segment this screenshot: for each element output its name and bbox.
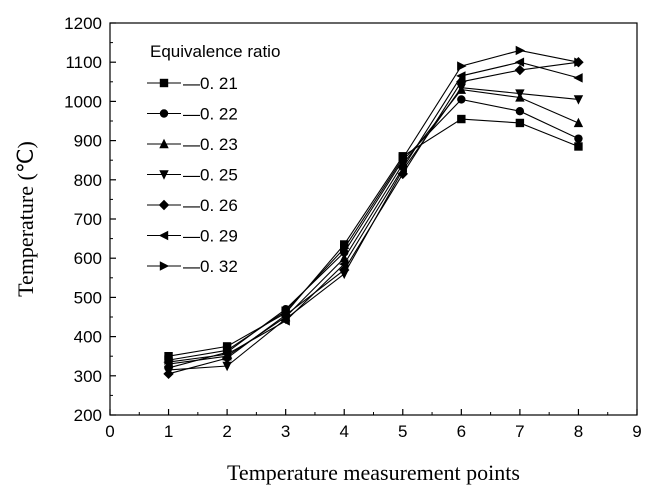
data-point-square-marker [574, 142, 583, 151]
legend-triangle-up-marker [159, 138, 169, 149]
series-7 [164, 45, 584, 365]
legend-item: —0. 32 [147, 257, 238, 276]
x-axis-title: Temperature measurement points [227, 460, 520, 485]
data-point-triangle-right-marker [574, 57, 584, 67]
data-point-triangle-left-marker [514, 57, 525, 67]
series-line [168, 61, 579, 363]
y-tick-label: 1100 [65, 53, 102, 72]
data-point-square-marker [515, 118, 525, 128]
legend-triangle-left-marker [158, 230, 169, 241]
series-layer [163, 45, 584, 380]
x-tick-label: 1 [164, 422, 173, 441]
data-point-diamond-marker [514, 64, 526, 76]
legend-item: —0. 23 [147, 135, 238, 154]
data-point-triangle-down-marker [222, 361, 232, 372]
legend-item: —0. 25 [147, 166, 238, 185]
data-point-triangle-right-marker [515, 45, 526, 56]
legend-square-marker [159, 78, 169, 88]
x-axis-ticks: 0 1 2 3 4 5 6 7 8 9 [105, 409, 642, 441]
x-tick-label: 3 [281, 422, 290, 441]
data-point-triangle-right-marker [457, 61, 467, 71]
legend-circle-marker [159, 109, 169, 118]
x-tick-label: 6 [457, 422, 466, 441]
data-point-triangle-down-marker [515, 89, 525, 99]
y-tick-label: 900 [74, 132, 102, 151]
data-point-triangle-right-marker [222, 345, 233, 356]
y-tick-label: 1200 [64, 14, 102, 33]
data-point-triangle-right-marker [340, 243, 350, 254]
x-tick-label: 7 [515, 422, 524, 441]
x-tick-label: 5 [398, 422, 407, 441]
legend-label: —0. 25 [183, 166, 238, 185]
x-tick-label: 2 [222, 422, 231, 441]
legend-item: —0. 26 [147, 196, 238, 215]
data-point-triangle-left-marker [397, 163, 407, 173]
x-tick-label: 9 [632, 422, 641, 441]
data-point-triangle-up-marker [573, 117, 584, 128]
legend-label: —0. 26 [183, 196, 238, 215]
data-point-triangle-left-marker [573, 73, 583, 83]
legend-triangle-right-marker [159, 261, 170, 271]
data-point-triangle-left-marker [339, 259, 349, 269]
data-point-circle-marker [515, 107, 525, 116]
legend-item: —0. 21 [147, 74, 238, 93]
y-tick-label: 200 [74, 406, 102, 425]
series-line [168, 98, 579, 369]
legend-triangle-down-marker [159, 170, 169, 180]
data-point-triangle-right-marker [164, 355, 174, 365]
x-tick-label: 0 [105, 422, 114, 441]
legend-diamond-marker [158, 199, 170, 211]
series-line [168, 61, 579, 375]
data-point-square-marker [340, 240, 349, 249]
legend-label: —0. 22 [183, 105, 238, 124]
x-tick-label: 4 [339, 422, 348, 441]
data-point-square-marker [222, 342, 232, 351]
legend-item: —0. 22 [147, 105, 238, 124]
series-line [168, 49, 579, 361]
data-point-circle-marker [574, 134, 583, 143]
legend-label: —0. 32 [183, 257, 238, 276]
data-point-square-marker [457, 114, 466, 124]
y-axis-ticks: 200 300 400 500 600 700 800 900 1000 1100 1200 [64, 14, 116, 425]
series-line [168, 89, 579, 365]
legend-label: —0. 21 [183, 74, 238, 93]
legend-label: —0. 23 [183, 135, 238, 154]
y-tick-label: 600 [74, 249, 102, 268]
series-6 [163, 57, 583, 367]
data-point-diamond-marker [221, 352, 233, 364]
y-tick-label: 300 [74, 367, 102, 386]
y-tick-label: 1000 [64, 92, 102, 111]
y-tick-label: 700 [74, 210, 102, 229]
series-line [168, 118, 579, 357]
y-tick-label: 800 [74, 171, 102, 190]
data-point-triangle-left-marker [280, 316, 290, 326]
data-point-triangle-left-marker [456, 71, 466, 81]
data-point-circle-marker [457, 95, 466, 104]
data-point-square-marker [164, 352, 173, 361]
data-point-triangle-down-marker [573, 95, 584, 105]
y-tick-label: 500 [74, 288, 102, 307]
legend-label: —0. 29 [183, 227, 238, 246]
y-axis-title: Temperature (℃) [13, 141, 38, 297]
y-tick-label: 400 [74, 328, 102, 347]
x-tick-label: 8 [574, 422, 583, 441]
legend-title: Equivalence ratio [150, 42, 280, 61]
data-point-triangle-right-marker [398, 153, 408, 163]
legend-item: —0. 29 [147, 227, 238, 246]
data-point-diamond-marker [163, 368, 174, 380]
legend: Equivalence ratio —0. 21 —0. 22 —0. 23 —0. 2… [147, 42, 280, 276]
data-point-triangle-right-marker [281, 306, 291, 316]
plot-frame [109, 22, 638, 416]
